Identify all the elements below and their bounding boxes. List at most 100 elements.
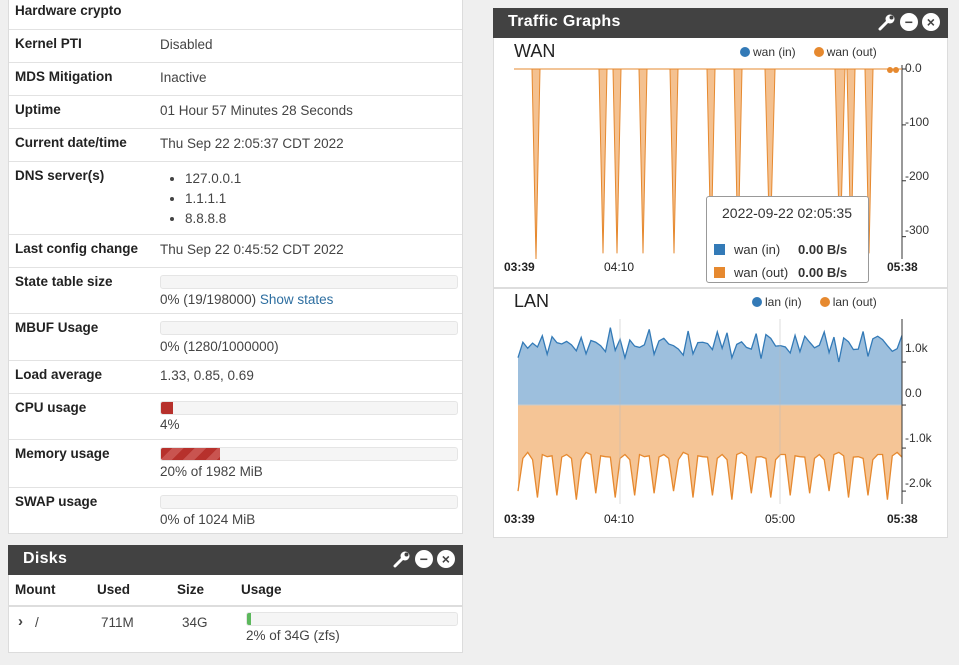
lan-graph-title: LAN bbox=[514, 291, 550, 311]
mbuf-text: 0% (1280/1000000) bbox=[160, 339, 279, 354]
cpu-text: 4% bbox=[160, 417, 180, 432]
y-tick: 1.0k bbox=[905, 341, 928, 355]
x-tick: 05:00 bbox=[765, 512, 796, 526]
info-label: DNS server(s) bbox=[15, 168, 105, 183]
lan-chart bbox=[517, 319, 906, 504]
panel-title: Traffic Graphs bbox=[508, 13, 621, 30]
wan-out-spike bbox=[834, 68, 846, 254]
y-tick: 0.0 bbox=[905, 61, 922, 75]
info-row-dns: DNS server(s) 127.0.0.1 1.1.1.1 8.8.8.8 bbox=[9, 161, 462, 234]
info-value: Thu Sep 22 0:45:52 CDT 2022 bbox=[160, 242, 344, 257]
info-row-kernel-pti: Kernel PTI Disabled bbox=[9, 29, 462, 62]
column-header-usage: Usage bbox=[241, 582, 282, 597]
wan-out-spike bbox=[669, 68, 679, 254]
wan-out-spike bbox=[612, 68, 622, 254]
disk-usage-progress bbox=[246, 612, 458, 626]
info-row-last-config: Last config change Thu Sep 22 0:45:52 CD… bbox=[9, 234, 462, 267]
info-row-datetime: Current date/time Thu Sep 22 2:05:37 CDT… bbox=[9, 128, 462, 161]
y-tick: 0.0 bbox=[905, 386, 922, 400]
info-row-uptime: Uptime 01 Hour 57 Minutes 28 Seconds bbox=[9, 95, 462, 128]
memory-text: 20% of 1982 MiB bbox=[160, 464, 263, 479]
info-row-memory: Memory usage 20% of 1982 MiB bbox=[9, 439, 462, 487]
system-information-panel: Hardware crypto Kernel PTI Disabled MDS … bbox=[8, 0, 463, 534]
legend-lan-in[interactable]: lan (in) bbox=[752, 295, 802, 309]
info-label: Hardware crypto bbox=[15, 3, 122, 18]
info-row-mbuf: MBUF Usage 0% (1280/1000000) bbox=[9, 313, 462, 360]
info-row-cpu: CPU usage 4% bbox=[9, 393, 462, 439]
column-header-used: Used bbox=[97, 582, 131, 597]
legend-label: wan (out) bbox=[826, 45, 877, 59]
expand-chevron-icon[interactable]: › bbox=[18, 613, 23, 630]
legend-label: lan (in) bbox=[765, 295, 802, 309]
swap-text: 0% of 1024 MiB bbox=[160, 512, 256, 527]
info-label: MBUF Usage bbox=[15, 320, 99, 335]
state-table-text: 0% (19/198000) bbox=[160, 292, 257, 307]
legend-wan-out[interactable]: wan (out) bbox=[813, 45, 877, 59]
dns-server: 1.1.1.1 bbox=[185, 189, 241, 209]
info-label: Memory usage bbox=[15, 446, 110, 461]
tooltip-time: 2022-09-22 02:05:35 bbox=[722, 205, 852, 221]
disks-panel: Disks − × Mount Used Size Usage › / 711M… bbox=[8, 545, 463, 653]
wan-graph-title: WAN bbox=[514, 41, 556, 61]
y-tick: -300 bbox=[905, 223, 930, 237]
lan-out-line bbox=[517, 451, 903, 500]
disk-size: 34G bbox=[182, 615, 208, 630]
tooltip-value: 0.00 B/s bbox=[798, 265, 848, 280]
info-row-load: Load average 1.33, 0.85, 0.69 bbox=[9, 360, 462, 393]
minimize-icon[interactable]: − bbox=[415, 550, 433, 568]
column-header-mount: Mount bbox=[15, 582, 56, 597]
info-value: 01 Hour 57 Minutes 28 Seconds bbox=[160, 103, 353, 118]
x-tick: 05:38 bbox=[887, 512, 918, 526]
tooltip-value: 0.00 B/s bbox=[798, 242, 848, 257]
info-row-state-table: State table size 0% (19/198000) Show sta… bbox=[9, 267, 462, 313]
close-icon[interactable]: × bbox=[437, 550, 455, 568]
legend-lan-out[interactable]: lan (out) bbox=[819, 295, 877, 309]
wan-out-spike bbox=[598, 68, 608, 254]
dns-server: 127.0.0.1 bbox=[185, 169, 241, 189]
disk-mount: / bbox=[35, 615, 39, 630]
memory-progress bbox=[160, 447, 458, 461]
info-label: State table size bbox=[15, 274, 113, 289]
wan-out-spike bbox=[531, 68, 541, 260]
traffic-panel-header: Traffic Graphs − × bbox=[493, 8, 948, 38]
info-label: SWAP usage bbox=[15, 494, 98, 509]
wrench-icon[interactable] bbox=[878, 13, 896, 31]
legend-label: lan (out) bbox=[832, 295, 877, 309]
x-tick: 03:39 bbox=[504, 260, 535, 274]
tooltip-swatch bbox=[714, 244, 725, 255]
x-tick: 03:39 bbox=[504, 512, 535, 526]
lan-in-line bbox=[517, 327, 903, 363]
dns-list: 127.0.0.1 1.1.1.1 8.8.8.8 bbox=[185, 169, 241, 229]
info-row-mds: MDS Mitigation Inactive bbox=[9, 62, 462, 95]
x-tick: 04:10 bbox=[604, 512, 635, 526]
x-tick: 05:38 bbox=[887, 260, 918, 274]
wan-out-spike bbox=[638, 68, 648, 254]
minimize-icon[interactable]: − bbox=[900, 13, 918, 31]
legend-wan-in[interactable]: wan (in) bbox=[740, 45, 796, 59]
x-tick: 04:10 bbox=[604, 260, 635, 274]
info-label: Uptime bbox=[15, 102, 61, 117]
disk-used: 711M bbox=[101, 615, 134, 630]
wan-out-point bbox=[893, 67, 899, 73]
wan-out-spike bbox=[733, 68, 743, 254]
wan-out-spike bbox=[864, 68, 874, 254]
cpu-progress bbox=[160, 401, 458, 415]
info-row-hardware-crypto: Hardware crypto bbox=[9, 0, 462, 29]
info-value: Disabled bbox=[160, 37, 213, 52]
tooltip-label: wan (in) bbox=[734, 242, 781, 257]
lan-out-area bbox=[518, 405, 902, 500]
wrench-icon[interactable] bbox=[393, 550, 411, 568]
y-tick: -200 bbox=[905, 169, 930, 183]
wan-chart bbox=[514, 65, 906, 260]
info-row-swap: SWAP usage 0% of 1024 MiB bbox=[9, 487, 462, 535]
wan-legend: wan (in) wan (out) bbox=[740, 45, 877, 59]
close-icon[interactable]: × bbox=[922, 13, 940, 31]
mbuf-progress bbox=[160, 321, 458, 335]
info-label: Current date/time bbox=[15, 135, 127, 150]
wan-out-spike bbox=[846, 68, 856, 254]
show-states-link[interactable]: Show states bbox=[259, 292, 334, 307]
y-tick: -100 bbox=[905, 115, 930, 129]
disks-panel-header: Disks − × bbox=[8, 545, 463, 575]
info-label: CPU usage bbox=[15, 400, 87, 415]
lan-legend: lan (in) lan (out) bbox=[752, 295, 877, 309]
